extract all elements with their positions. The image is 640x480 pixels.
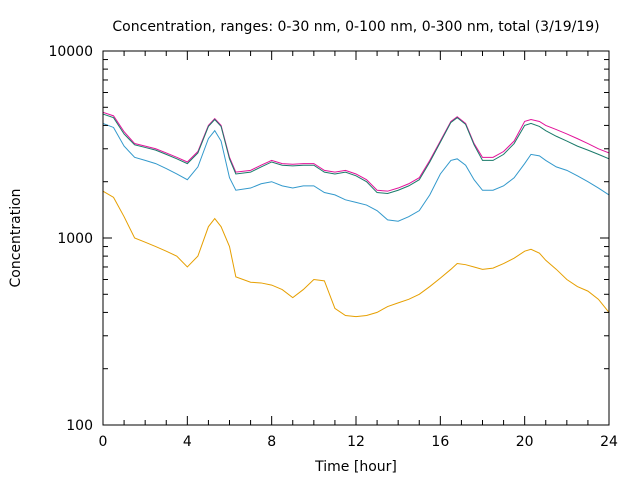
plot-area-frame [102, 50, 610, 426]
x-tick-label: 4 [183, 434, 192, 450]
x-tick-label: 24 [600, 434, 618, 450]
series-line-1 [102, 111, 610, 192]
series-layer [102, 111, 610, 318]
x-tick-label: 12 [347, 434, 365, 450]
x-tick-label: 0 [99, 434, 108, 450]
x-tick-label: 16 [431, 434, 449, 450]
y-tick-label: 1000 [57, 231, 93, 247]
x-tick-label: 20 [516, 434, 534, 450]
axes-layer: 0 4 8 12 16 20 24 100 1000 10000 [48, 44, 618, 450]
y-axis-label: Concentration [8, 188, 24, 287]
series-line-3 [102, 122, 610, 222]
y-tick-label: 100 [66, 418, 93, 434]
x-tick-label: 8 [267, 434, 276, 450]
y-tick-label: 10000 [48, 44, 93, 60]
series-line-4 [102, 190, 610, 318]
series-line-2 [102, 113, 610, 194]
chart-title: Concentration, ranges: 0-30 nm, 0-100 nm… [112, 19, 599, 35]
x-axis-label: Time [hour] [314, 459, 397, 475]
